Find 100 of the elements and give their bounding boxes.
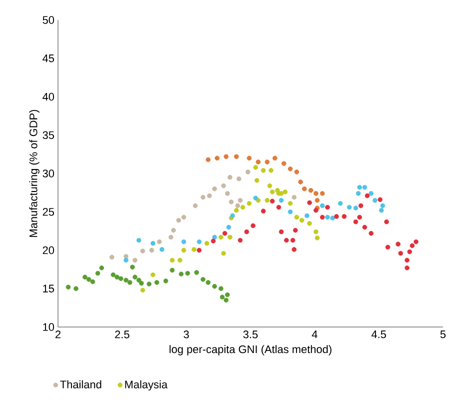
point bbox=[228, 234, 232, 240]
point bbox=[176, 218, 182, 223]
point bbox=[181, 214, 186, 220]
point bbox=[334, 214, 339, 219]
point bbox=[290, 238, 296, 243]
point bbox=[308, 188, 314, 193]
point bbox=[224, 154, 229, 160]
point bbox=[246, 156, 252, 161]
point bbox=[136, 278, 142, 283]
point bbox=[124, 254, 128, 259]
point bbox=[267, 183, 272, 188]
point bbox=[294, 170, 300, 174]
point bbox=[288, 209, 293, 214]
y-tick-label: 15 bbox=[43, 284, 54, 292]
point bbox=[140, 248, 146, 254]
point bbox=[256, 160, 261, 164]
point bbox=[170, 268, 175, 273]
point bbox=[357, 184, 362, 190]
point bbox=[149, 248, 154, 253]
point bbox=[325, 214, 330, 220]
y-tick-label: 40 bbox=[42, 92, 54, 101]
point bbox=[124, 278, 128, 283]
point bbox=[200, 194, 206, 200]
point bbox=[294, 214, 300, 220]
point bbox=[171, 228, 176, 233]
point bbox=[218, 234, 224, 240]
point bbox=[246, 170, 250, 174]
point bbox=[299, 218, 304, 223]
point bbox=[82, 274, 88, 280]
point bbox=[235, 203, 240, 208]
point bbox=[127, 280, 132, 285]
point bbox=[414, 239, 418, 244]
point bbox=[150, 272, 156, 278]
point bbox=[66, 284, 71, 290]
point bbox=[282, 190, 288, 194]
y-tick-label: 20 bbox=[42, 246, 54, 254]
point bbox=[320, 191, 325, 196]
x-tick-label: 3 bbox=[184, 330, 189, 338]
point bbox=[192, 203, 198, 208]
point bbox=[260, 208, 266, 214]
point bbox=[185, 270, 190, 276]
point bbox=[228, 174, 232, 180]
point bbox=[330, 216, 336, 220]
point bbox=[221, 250, 226, 256]
y-tick-label: 25 bbox=[42, 208, 54, 216]
x-tick-label: 4 bbox=[312, 330, 318, 338]
point bbox=[168, 234, 174, 240]
point bbox=[288, 201, 293, 206]
point bbox=[178, 258, 182, 263]
point bbox=[314, 236, 320, 240]
point bbox=[194, 270, 199, 275]
point bbox=[298, 180, 303, 184]
point bbox=[364, 193, 370, 198]
point bbox=[307, 200, 312, 206]
point bbox=[136, 238, 142, 243]
y-axis-title: Manufacturing (% of GDP) bbox=[29, 110, 40, 237]
point bbox=[346, 204, 352, 210]
point bbox=[212, 284, 217, 289]
point bbox=[240, 204, 246, 210]
point bbox=[222, 230, 228, 236]
y-tick-label: 50 bbox=[42, 16, 54, 24]
point bbox=[226, 224, 232, 230]
x-tick-label: 4.5 bbox=[371, 330, 386, 338]
point bbox=[384, 219, 389, 224]
point bbox=[150, 240, 156, 246]
point bbox=[380, 203, 386, 208]
point bbox=[246, 201, 252, 206]
point bbox=[396, 242, 400, 247]
point bbox=[200, 277, 206, 282]
point bbox=[270, 190, 275, 194]
point bbox=[110, 272, 116, 278]
point bbox=[320, 203, 325, 208]
point bbox=[314, 191, 318, 196]
x-tick-label: 5 bbox=[440, 330, 446, 338]
point bbox=[253, 164, 258, 170]
point bbox=[292, 194, 297, 200]
point bbox=[181, 239, 186, 244]
point bbox=[234, 208, 239, 213]
point bbox=[368, 191, 374, 196]
point bbox=[192, 247, 196, 252]
point bbox=[325, 204, 330, 210]
x-tick-label: 3.5 bbox=[243, 330, 258, 338]
point bbox=[314, 208, 318, 213]
point bbox=[368, 230, 374, 236]
point bbox=[224, 298, 229, 303]
point bbox=[225, 191, 230, 196]
point bbox=[338, 201, 343, 206]
point bbox=[214, 156, 220, 161]
point bbox=[404, 258, 410, 263]
y-tick-label: 30 bbox=[42, 170, 54, 178]
point bbox=[278, 198, 284, 203]
point bbox=[307, 220, 312, 226]
point bbox=[170, 258, 175, 263]
point bbox=[99, 266, 104, 270]
point bbox=[221, 183, 226, 188]
point bbox=[302, 186, 307, 192]
point bbox=[163, 278, 168, 284]
point bbox=[270, 198, 275, 204]
point bbox=[398, 250, 404, 256]
point bbox=[90, 279, 96, 284]
